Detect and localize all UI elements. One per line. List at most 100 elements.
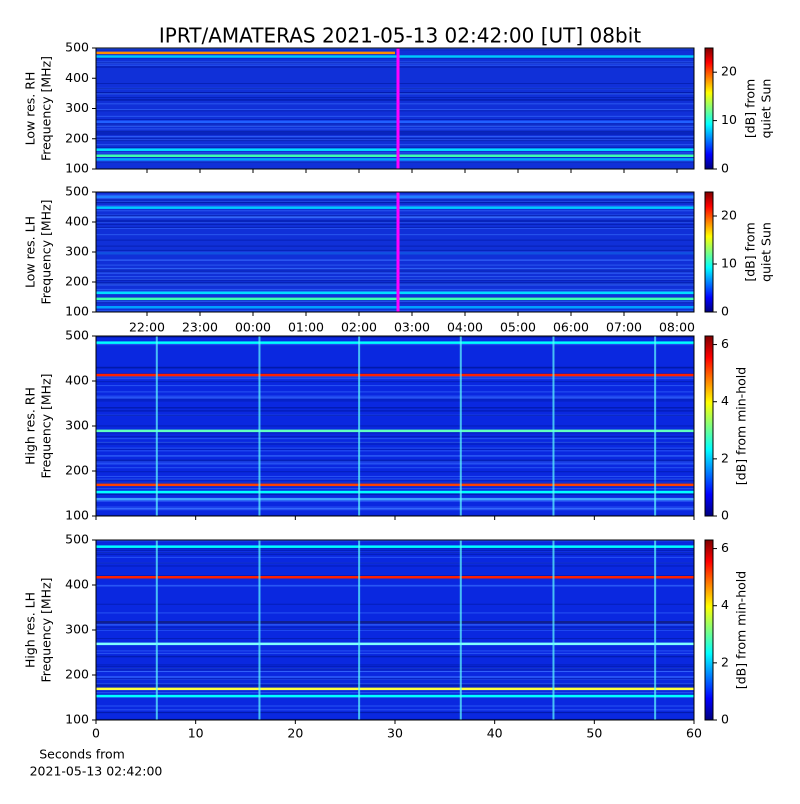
y-tick-label: 500 [65,532,89,547]
noise-stripe [96,488,694,490]
time-tick-label: 02:00 [341,320,377,335]
noise-stripe [96,259,694,261]
noise-stripe [96,432,694,434]
noise-stripe [96,282,694,284]
colorbar-label: [dB] from min-hold [734,367,749,485]
noise-stripe [96,603,694,605]
noise-stripe [96,514,694,516]
noise-stripe [96,624,694,626]
y-axis-label: Frequency [MHz] [39,199,54,304]
x-tick-label: 30 [387,726,403,741]
burst-line [155,540,158,720]
noise-stripe [96,272,694,274]
burst-line [552,540,555,720]
noise-stripe [96,467,694,469]
noise-stripe [96,278,694,280]
band [96,429,694,433]
colorbar-tick-label: 4 [721,597,729,612]
noise-stripe [96,709,694,711]
y-tick-label: 200 [65,274,89,289]
noise-stripe [96,391,694,393]
noise-stripe [96,133,694,135]
y-axis-label: Frequency [MHz] [39,373,54,478]
noise-stripe [96,137,694,139]
x-axis-label: 2021-05-13 02:42:00 [30,764,163,779]
burst-line [258,336,261,516]
y-tick-label: 200 [65,463,89,478]
noise-stripe [96,664,694,666]
time-cursor [396,192,400,312]
noise-stripe [96,202,694,204]
colorbar-label: [dB] from min-hold [734,571,749,689]
colorbar [704,191,714,313]
time-tick-label: 22:00 [129,320,165,335]
noise-stripe [96,678,694,680]
noise-stripe [96,553,694,555]
noise-stripe [96,675,694,677]
burst-line [459,540,462,720]
y-tick-label: 100 [65,304,89,319]
burst-line [358,336,361,516]
band [96,694,694,698]
y-tick-label: 300 [65,622,89,637]
y-tick-label: 100 [65,161,89,176]
burst-line [654,336,657,516]
y-tick-label: 200 [65,130,89,145]
noise-stripe [96,397,694,399]
noise-stripe [96,201,694,203]
y-tick-label: 100 [65,508,89,523]
y-axis-label: Frequency [MHz] [39,56,54,161]
noise-stripe [96,562,694,564]
noise-stripe [96,500,694,502]
noise-stripe [96,718,694,720]
noise-stripe [96,565,694,567]
noise-stripe [96,507,694,509]
noise-stripe [96,125,694,127]
colorbar-label: quiet Sun [759,222,774,282]
noise-stripe [96,62,694,64]
y-tick-label: 100 [65,712,89,727]
y-tick-label: 400 [65,214,89,229]
colorbar-tick-label: 0 [721,304,729,319]
noise-stripe [96,378,694,380]
time-tick-label: 00:00 [235,320,271,335]
band [96,252,694,255]
colorbar-tick-label: 20 [721,208,737,223]
noise-stripe [96,385,694,387]
noise-stripe [96,49,694,51]
colorbar-tick-label: 10 [721,112,737,127]
noise-stripe [96,684,694,686]
noise-stripe [96,441,694,443]
noise-stripe [96,132,694,134]
colorbar-tick-label: 2 [721,450,729,465]
colorbar-tick-label: 0 [721,712,729,727]
noise-stripe [96,676,694,678]
noise-stripe [96,547,694,549]
noise-stripe [96,198,694,200]
noise-stripe [96,146,694,148]
noise-stripe [96,223,694,225]
noise-stripe [96,462,694,464]
time-tick-label: 03:00 [394,320,430,335]
noise-stripe [96,271,694,273]
burst-line [654,540,657,720]
noise-stripe [96,398,694,400]
noise-stripe [96,540,694,542]
time-cursor [396,48,400,169]
band [96,158,694,161]
noise-stripe [96,344,694,346]
noise-stripe [96,217,694,219]
noise-stripe [96,575,694,577]
y-tick-label: 400 [65,577,89,592]
noise-stripe [96,656,694,658]
y-axis-label: High res. LH [23,592,38,668]
x-tick-label: 0 [92,726,100,741]
noise-stripe [96,448,694,450]
time-tick-label: 08:00 [659,320,695,335]
colorbar [704,47,714,170]
time-tick-label: 04:00 [447,320,483,335]
noise-stripe [96,226,694,228]
x-tick-label: 20 [287,726,303,741]
noise-stripe [96,220,694,222]
colorbar-tick-label: 6 [721,540,729,555]
